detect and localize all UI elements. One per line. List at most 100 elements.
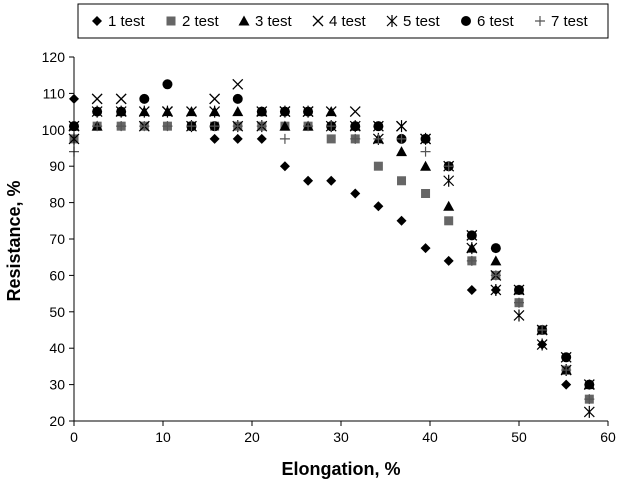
x-tick-label: 40	[422, 429, 438, 445]
data-point	[396, 215, 407, 226]
series-2	[69, 121, 594, 404]
data-point	[139, 93, 150, 104]
data-point	[373, 161, 383, 171]
legend-box	[77, 3, 609, 39]
legend-label: 2 test	[182, 13, 220, 30]
x-tick-label: 60	[600, 429, 616, 445]
data-point	[92, 106, 103, 117]
data-point	[466, 255, 477, 266]
data-point	[514, 297, 524, 308]
data-point	[139, 121, 150, 132]
data-point	[466, 242, 478, 255]
data-point	[536, 338, 548, 351]
legend-marker	[312, 15, 324, 27]
legend-entry: 5 test	[386, 13, 441, 30]
data-point	[421, 189, 431, 198]
legend-entry: 2 test	[166, 13, 220, 30]
y-tick-label: 120	[42, 49, 66, 65]
series-5	[68, 105, 595, 418]
data-point	[397, 176, 407, 186]
data-point	[279, 120, 291, 131]
data-point	[466, 284, 477, 295]
x-tick-label: 50	[511, 429, 527, 445]
data-point	[279, 161, 290, 172]
y-tick-label: 40	[49, 340, 65, 356]
data-point	[303, 175, 314, 186]
data-point	[303, 106, 314, 117]
data-point	[232, 106, 244, 117]
series-7	[69, 121, 595, 405]
data-point	[490, 270, 501, 281]
plot-area	[68, 78, 595, 418]
legend-marker	[535, 16, 545, 26]
data-point	[279, 106, 290, 117]
data-point	[373, 201, 384, 212]
data-point	[162, 79, 173, 90]
y-axis-title: Resistance, %	[4, 180, 24, 301]
y-tick-label: 70	[49, 231, 65, 247]
data-point	[420, 243, 431, 254]
data-point	[443, 255, 454, 266]
legend: 1 test 2 test 3 test 4 test 5 test 6 test 7 te…	[77, 3, 609, 39]
x-tick-label: 30	[333, 429, 349, 445]
y-tick-label: 110	[43, 85, 66, 101]
data-point	[326, 121, 337, 132]
data-point	[561, 365, 572, 376]
data-point	[537, 325, 548, 335]
legend-label: 7 test	[551, 13, 589, 30]
data-point	[514, 284, 524, 295]
data-point	[350, 121, 361, 132]
data-point	[373, 133, 384, 144]
legend-entry: 3 test	[238, 13, 293, 30]
legend-entry: 4 test	[312, 13, 367, 30]
data-point	[92, 121, 103, 132]
legend-label: 3 test	[255, 13, 293, 30]
legend-entry: 6 test	[461, 13, 515, 30]
data-point	[116, 121, 127, 132]
data-point	[396, 120, 407, 133]
data-point	[256, 133, 267, 144]
data-point	[490, 255, 502, 266]
legend-entry: 1 test	[92, 13, 146, 30]
data-point	[513, 309, 525, 322]
data-point	[162, 105, 173, 118]
legend-marker	[92, 16, 102, 26]
x-tick-label: 20	[244, 429, 260, 445]
legend-entry: 7 test	[535, 13, 589, 30]
data-point	[443, 174, 455, 187]
data-point	[256, 106, 267, 117]
data-point	[444, 216, 454, 226]
data-point	[303, 121, 314, 132]
series-3	[68, 106, 595, 390]
legend-label: 4 test	[329, 13, 367, 30]
legend-label: 6 test	[477, 13, 515, 30]
x-tick-label: 10	[155, 429, 171, 445]
data-point	[396, 146, 408, 157]
data-point	[325, 106, 337, 118]
data-point	[138, 105, 150, 118]
data-point	[584, 379, 595, 390]
y-tick-label: 100	[42, 122, 66, 138]
legend-marker	[461, 16, 471, 26]
data-point	[116, 106, 127, 117]
x-axis-title: Elongation, %	[282, 459, 401, 479]
series-6	[69, 79, 595, 390]
data-point	[396, 133, 407, 144]
data-point	[561, 379, 572, 390]
legend-label: 1 test	[108, 13, 146, 30]
legend-marker	[386, 15, 398, 27]
data-point	[186, 106, 197, 118]
data-point	[373, 121, 384, 132]
data-point	[420, 160, 432, 171]
data-point	[209, 105, 221, 118]
axes: 20 30 40 50 60 70 80 90 100 110 120 0 10 20 30 40 50 60	[42, 49, 616, 445]
data-point	[256, 121, 267, 132]
y-tick-label: 80	[49, 195, 65, 211]
data-point	[115, 93, 127, 105]
y-tick-label: 30	[49, 377, 65, 393]
data-point	[350, 133, 361, 144]
data-point	[420, 146, 431, 157]
data-point	[443, 161, 454, 172]
data-point	[420, 133, 431, 144]
